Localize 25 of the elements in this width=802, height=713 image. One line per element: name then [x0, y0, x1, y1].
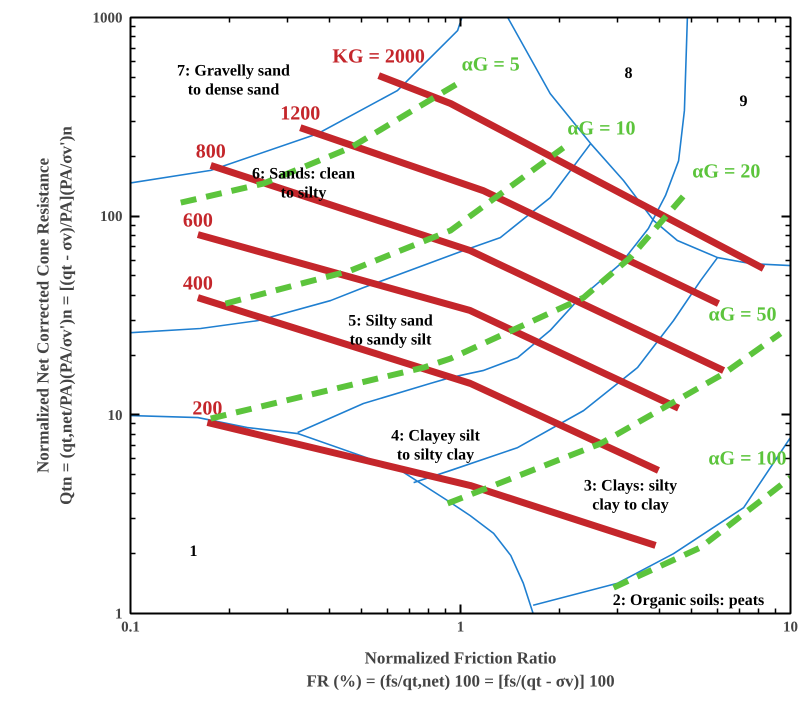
series-label: 200	[192, 398, 222, 420]
annotation: 2: Organic soils: peats	[612, 592, 764, 609]
x-tick-label: 0.1	[121, 620, 140, 636]
annotation: 4: Clayey silt to silty clay	[391, 428, 481, 464]
annotation: 9	[740, 93, 748, 110]
series-label: αG = 50	[708, 303, 777, 326]
annotation: 1	[190, 543, 198, 560]
x-tick-label: 1	[456, 620, 464, 636]
y-tick-label: 1	[115, 606, 122, 622]
x-axis-title: Normalized Friction Ratio FR (%) = (fs/qt,net) 100 = [fs/(qt - σv)] 100	[306, 648, 615, 690]
y-axis-title: Normalized Net Corrected Cone Resistance Qtn = (qt,net/PA)(PA/σv')n = [(qt - σv)/PA](PA/σv')n	[34, 126, 76, 505]
series-label: 800	[196, 140, 226, 162]
series-label: 400	[182, 272, 213, 295]
x-tick-label: 10	[783, 620, 798, 636]
annotation: 8	[624, 65, 632, 82]
y-tick-label: 100	[100, 209, 122, 226]
series-label: 1200	[280, 102, 320, 125]
series-label: αG = 5	[462, 54, 520, 76]
annotation: 3: Clays: silty clay to clay	[584, 478, 678, 514]
annotation: 7: Gravelly sand to dense sand	[177, 62, 290, 98]
y-tick-label: 1000	[92, 10, 122, 26]
series-label: αG = 20	[692, 160, 760, 183]
series-label: 600	[182, 210, 213, 232]
series-label: KG = 2000	[332, 46, 425, 68]
y-tick-label: 10	[108, 408, 122, 424]
